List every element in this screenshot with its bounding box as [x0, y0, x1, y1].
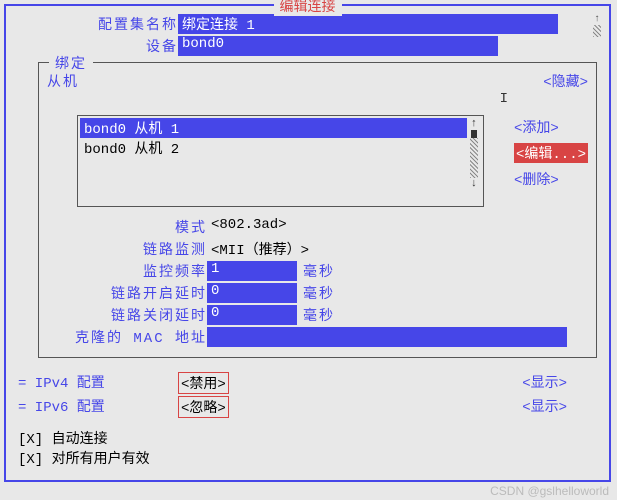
ipv6-value[interactable]: <忽略> [178, 396, 229, 418]
downdelay-unit: 毫秒 [297, 305, 335, 325]
list-scrollbar[interactable]: ↑ ↓ [467, 118, 481, 204]
arrow-down-icon: ↓ [471, 178, 478, 190]
bond-subtitle: 绑定 [49, 53, 93, 73]
dialog-title: 编辑连接 [274, 0, 342, 16]
slave-listbox[interactable]: bond0 从机 1 bond0 从机 2 ↑ ↓ [77, 115, 484, 207]
cursor-indicator: I [47, 91, 588, 107]
allusers-checkbox[interactable]: [X] 对所有用户有效 [18, 448, 597, 468]
scroll-track [470, 138, 478, 178]
bond-subframe: 绑定 从机 <隐藏> I bond0 从机 1 bond0 从机 2 ↑ ↓ [38, 62, 597, 358]
watermark: CSDN @gslhelloworld [490, 484, 609, 498]
arrow-up-icon: ↑ [471, 118, 478, 130]
updelay-input[interactable]: 0 [207, 283, 297, 303]
ipv4-value[interactable]: <禁用> [178, 372, 229, 394]
linkmon-label: 链路监测 [47, 239, 207, 259]
downdelay-label: 链路关闭延时 [47, 305, 207, 325]
add-action[interactable]: <添加> [514, 117, 588, 137]
scroll-up-icon: ↑ [594, 14, 600, 25]
profile-name-label: 配置集名称 [18, 14, 178, 34]
scroll-track [593, 25, 601, 37]
updelay-label: 链路开启延时 [47, 283, 207, 303]
mode-label: 模式 [47, 217, 207, 237]
mode-select[interactable]: <802.3ad> [207, 217, 287, 237]
downdelay-input[interactable]: 0 [207, 305, 297, 325]
mac-input[interactable] [207, 327, 567, 347]
hide-action[interactable]: <隐藏> [543, 71, 588, 91]
device-label: 设备 [18, 36, 178, 56]
freq-input[interactable]: 1 [207, 261, 297, 281]
profile-name-input[interactable]: 绑定连接 1 [178, 14, 558, 34]
edit-action[interactable]: <编辑...> [514, 143, 588, 163]
slaves-label: 从机 [47, 71, 79, 91]
main-frame: 编辑连接 ↑ 配置集名称 绑定连接 1 设备 bond0 绑定 从机 <隐藏> … [4, 4, 611, 482]
scroll-thumb [471, 130, 477, 138]
device-input[interactable]: bond0 [178, 36, 498, 56]
ipv6-label: = IPv6 配置 [18, 396, 178, 418]
freq-unit: 毫秒 [297, 261, 335, 281]
mac-label: 克隆的 MAC 地址 [47, 327, 207, 347]
main-scroll: ↑ [593, 14, 601, 37]
linkmon-select[interactable]: <MII（推荐）> [207, 239, 309, 259]
list-item[interactable]: bond0 从机 1 [80, 118, 467, 138]
list-item[interactable]: bond0 从机 2 [80, 138, 467, 158]
delete-action[interactable]: <删除> [514, 169, 588, 189]
ipv4-label: = IPv4 配置 [18, 372, 178, 394]
ipv6-show-action[interactable]: <显示> [522, 396, 567, 416]
freq-label: 监控频率 [47, 261, 207, 281]
updelay-unit: 毫秒 [297, 283, 335, 303]
autoconnect-checkbox[interactable]: [X] 自动连接 [18, 428, 597, 448]
ipv4-show-action[interactable]: <显示> [522, 372, 567, 392]
